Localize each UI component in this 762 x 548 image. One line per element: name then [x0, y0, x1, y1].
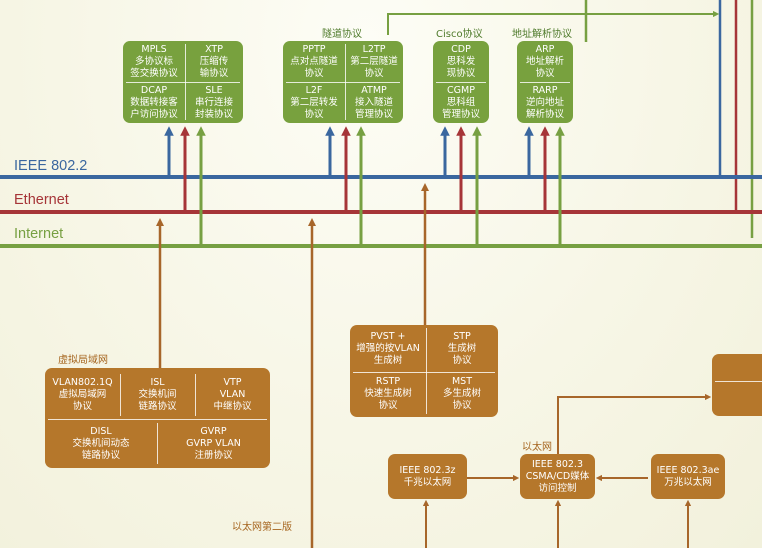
- rarp-cell: RARP 逆向地址 解析协议: [525, 85, 564, 120]
- cgmp-cell: CGMP 思科组 管理协议: [441, 85, 480, 120]
- vlan-group-label: 虚拟局域网: [58, 355, 108, 366]
- xtp-cell: XTP 压缩传 输协议: [199, 44, 229, 79]
- gvrp-cell: GVRP GVRP VLAN 注册协议: [186, 426, 241, 461]
- ieee8023z-box: IEEE 802.3z 千兆以太网: [388, 454, 467, 499]
- divider: [353, 372, 495, 373]
- divider: [157, 423, 158, 464]
- divider: [426, 328, 427, 414]
- l2tp-cell: L2TP 第二层隧道 协议: [350, 44, 398, 79]
- partial-right-box: [712, 354, 762, 416]
- mpls-cell: MPLS 多协议标 签交换协议: [130, 44, 178, 79]
- ieee8023ae-box: IEEE 802.3ae 万兆以太网: [651, 454, 725, 499]
- address-group-box: ARP 地址解析 协议 RARP 逆向地址 解析协议: [517, 41, 573, 123]
- rstp-cell: RSTP 快速生成树 协议: [364, 376, 412, 411]
- divider: [120, 374, 121, 416]
- address-group-label: 地址解析协议: [512, 29, 572, 40]
- cisco-group-box: CDP 思科发 现协议 CGMP 思科组 管理协议: [433, 41, 489, 123]
- internet-label: Internet: [14, 226, 64, 242]
- tunnel-group-label: 隧道协议: [322, 29, 362, 40]
- divider: [286, 82, 400, 83]
- link-8023-right: [557, 393, 712, 456]
- ethernet-group-label: 以太网: [522, 442, 552, 453]
- divider: [715, 381, 762, 382]
- ethernet2-group-label: 以太网第二版: [232, 522, 292, 533]
- divider: [126, 82, 240, 83]
- mpls-group-box: MPLS 多协议标 签交换协议 XTP 压缩传 输协议 DCAP 数据转接客 户…: [123, 41, 243, 123]
- l2f-cell: L2F 第二层转发 协议: [290, 85, 338, 120]
- divider: [520, 82, 570, 83]
- vtp-cell: VTP VLAN 中继协议: [213, 377, 252, 412]
- divider: [195, 374, 196, 416]
- dcap-cell: DCAP 数据转接客 户访问协议: [130, 85, 178, 120]
- pvst-cell: PVST + 增强的按VLAN 生成树: [356, 331, 420, 366]
- tunnel-group-box: PPTP 点对点隧道 协议 L2TP 第二层隧道 协议 L2F 第二层转发 协议…: [283, 41, 403, 123]
- disl-cell: DISL 交换机间动态 链路协议: [72, 426, 130, 461]
- divider: [436, 82, 486, 83]
- divider: [48, 419, 267, 420]
- pptp-cell: PPTP 点对点隧道 协议: [290, 44, 338, 79]
- top-link-line: [387, 10, 720, 35]
- ieee8023-box: IEEE 802.3 CSMA/CD媒体 访问控制: [520, 454, 595, 499]
- arp-cell: ARP 地址解析 协议: [525, 44, 564, 79]
- isl-cell: ISL 交换机间 链路协议: [138, 377, 177, 412]
- mst-cell: MST 多生成树 协议: [442, 376, 481, 411]
- ieee-label: IEEE 802.2: [14, 158, 88, 174]
- cisco-group-label: Cisco协议: [436, 29, 483, 40]
- stp-cell: STP 生成树 协议: [447, 331, 477, 366]
- vlan-group-box: VLAN802.1Q 虚拟局域网 协议 ISL 交换机间 链路协议 VTP VL…: [45, 368, 270, 468]
- atmp-cell: ATMP 接入隧道 管理协议: [354, 85, 393, 120]
- cdp-cell: CDP 思科发 现协议: [446, 44, 476, 79]
- stp-group-box: PVST + 增强的按VLAN 生成树 STP 生成树 协议 RSTP 快速生成…: [350, 325, 498, 417]
- vlan8021q-cell: VLAN802.1Q 虚拟局域网 协议: [52, 377, 113, 412]
- ethernet-label: Ethernet: [14, 192, 69, 208]
- sle-cell: SLE 串行连接 封装协议: [194, 85, 233, 120]
